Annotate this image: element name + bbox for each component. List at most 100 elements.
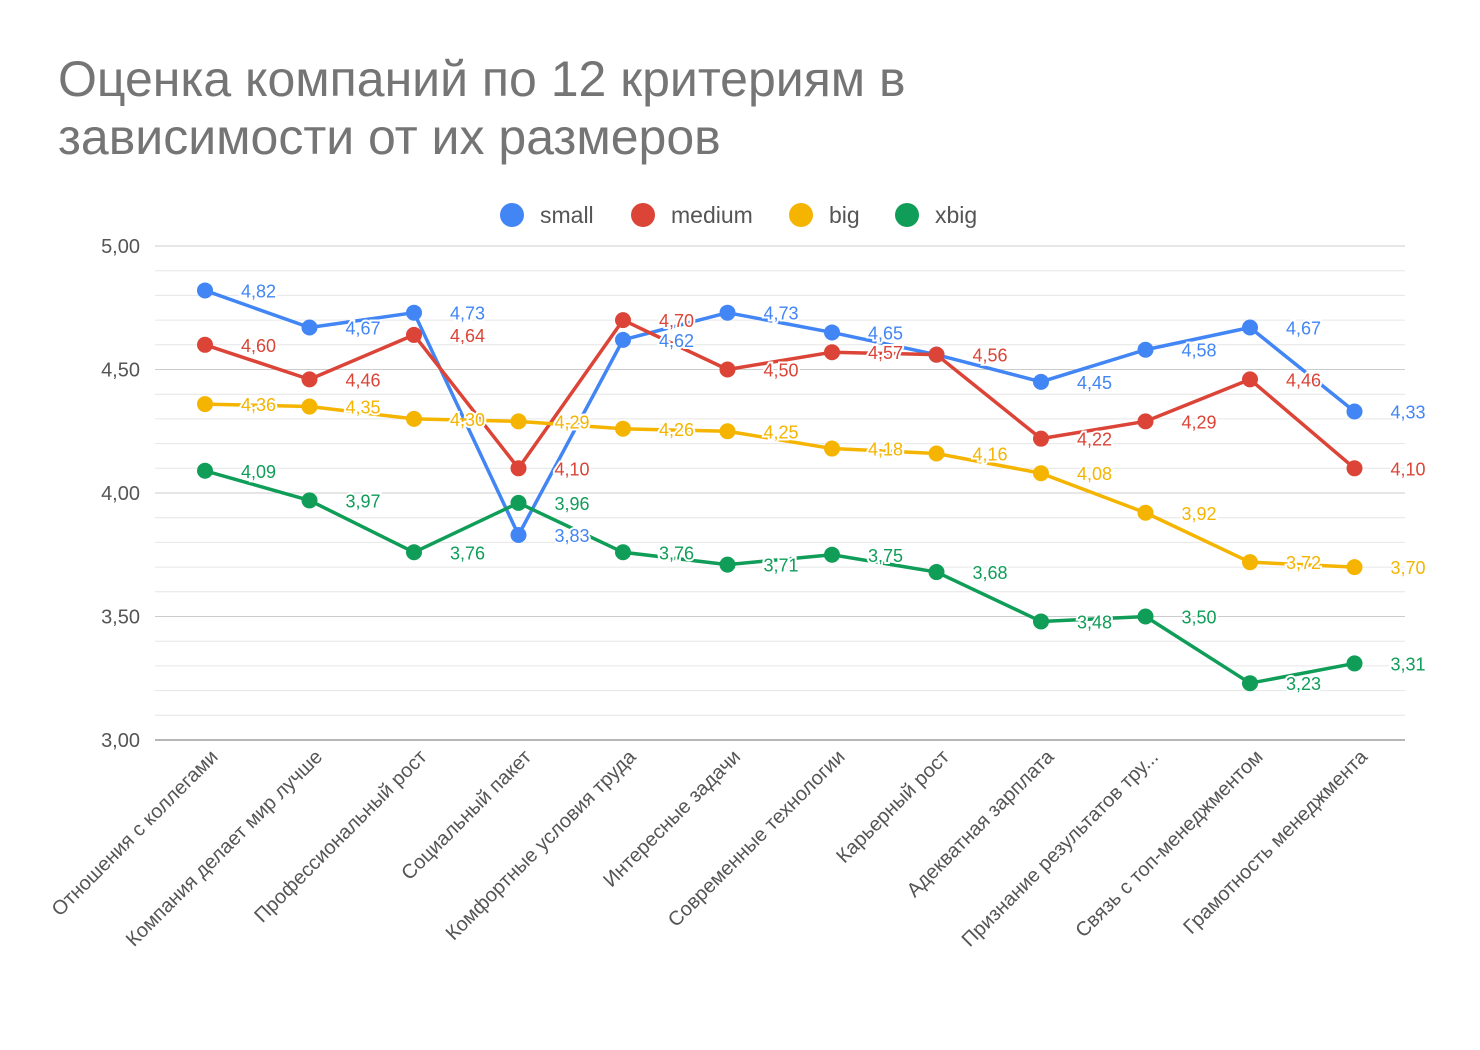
legend-label-xbig: xbig bbox=[935, 202, 977, 228]
data-point-big bbox=[1033, 465, 1049, 482]
data-label-small: 4,67 bbox=[346, 319, 381, 339]
data-point-xbig bbox=[928, 564, 945, 581]
data-point-medium bbox=[510, 460, 527, 477]
data-label-small: 3,83 bbox=[555, 526, 590, 546]
data-label-big: 3,72 bbox=[1286, 553, 1321, 573]
data-point-medium bbox=[1033, 430, 1049, 447]
data-label-xbig: 3,68 bbox=[973, 563, 1008, 583]
data-point-small bbox=[615, 331, 631, 348]
data-point-big bbox=[1242, 554, 1258, 571]
data-label-medium: 4,70 bbox=[659, 311, 694, 331]
x-tick-label: Связь с топ-менеджментом bbox=[1071, 746, 1267, 942]
series-line-medium bbox=[203, 318, 1357, 471]
data-label-big: 4,16 bbox=[973, 444, 1008, 464]
data-point-big bbox=[928, 445, 945, 462]
data-label-big: 4,36 bbox=[241, 395, 276, 415]
legend-marker-xbig bbox=[895, 203, 919, 227]
data-point-medium bbox=[197, 336, 213, 353]
data-label-small: 4,73 bbox=[450, 304, 485, 324]
chart-title-line-1: Оценка компаний по 12 критериям в bbox=[58, 51, 906, 107]
data-point-xbig bbox=[1033, 613, 1049, 630]
data-label-medium: 4,50 bbox=[764, 361, 799, 381]
x-tick-label: Отношения с коллегами bbox=[48, 746, 223, 921]
y-tick-label: 5,00 bbox=[101, 236, 140, 258]
data-point-big bbox=[406, 410, 422, 427]
data-label-big: 4,18 bbox=[868, 440, 903, 460]
data-label-small: 4,45 bbox=[1077, 373, 1112, 393]
data-label-medium: 4,57 bbox=[868, 343, 903, 363]
legend-label-medium: medium bbox=[671, 202, 753, 228]
data-point-medium bbox=[1346, 460, 1363, 477]
data-label-medium: 4,46 bbox=[346, 370, 381, 390]
data-label-small: 4,67 bbox=[1286, 319, 1321, 339]
x-tick-label: Профессиональный рост bbox=[250, 746, 431, 927]
x-tick-label: Грамотность менеджмента bbox=[1179, 745, 1372, 938]
series-line-big bbox=[203, 402, 1357, 569]
data-point-small bbox=[1346, 403, 1363, 420]
data-label-xbig: 3,31 bbox=[1391, 654, 1426, 674]
chart-title-line-2: зависимости от их размеров bbox=[58, 109, 721, 165]
data-label-big: 3,92 bbox=[1182, 504, 1217, 524]
data-label-big: 4,08 bbox=[1077, 464, 1112, 484]
legend-marker-small bbox=[500, 203, 524, 227]
data-point-big bbox=[824, 440, 840, 457]
data-point-xbig bbox=[510, 494, 527, 511]
data-point-medium bbox=[1242, 371, 1258, 388]
data-label-xbig: 4,09 bbox=[241, 462, 276, 482]
data-label-small: 4,73 bbox=[764, 304, 799, 324]
data-point-small bbox=[197, 282, 213, 299]
data-label-big: 4,35 bbox=[346, 398, 381, 418]
data-label-xbig: 3,76 bbox=[450, 543, 485, 563]
data-point-small bbox=[719, 304, 736, 321]
data-label-small: 4,62 bbox=[659, 331, 694, 351]
data-point-big bbox=[719, 423, 736, 440]
data-point-medium bbox=[824, 344, 840, 361]
data-point-medium bbox=[719, 361, 736, 378]
data-label-small: 4,65 bbox=[868, 323, 903, 343]
data-point-big bbox=[1137, 504, 1154, 521]
data-point-xbig bbox=[1242, 675, 1258, 692]
data-label-big: 4,25 bbox=[764, 422, 799, 442]
data-point-xbig bbox=[1137, 608, 1154, 625]
legend-marker-big bbox=[789, 203, 813, 227]
data-label-xbig: 3,71 bbox=[764, 556, 799, 576]
data-label-xbig: 3,96 bbox=[555, 494, 590, 514]
data-point-big bbox=[510, 413, 527, 430]
data-point-big bbox=[197, 396, 213, 413]
data-point-small bbox=[1242, 319, 1258, 336]
data-label-medium: 4,64 bbox=[450, 326, 485, 346]
data-point-xbig bbox=[301, 492, 318, 509]
x-tick-label: Карьерный рост bbox=[832, 746, 954, 868]
data-point-xbig bbox=[615, 544, 631, 561]
y-tick-label: 3,50 bbox=[101, 607, 140, 629]
y-tick-label: 4,50 bbox=[101, 360, 140, 382]
data-label-small: 4,33 bbox=[1391, 402, 1426, 422]
data-label-big: 3,70 bbox=[1391, 558, 1426, 578]
data-point-small bbox=[824, 324, 840, 341]
data-point-big bbox=[615, 420, 631, 437]
y-tick-label: 3,00 bbox=[101, 730, 140, 752]
chart-title: Оценка компаний по 12 критериям в зависи… bbox=[58, 50, 1358, 166]
data-point-big bbox=[1346, 559, 1363, 576]
data-label-xbig: 3,48 bbox=[1077, 612, 1112, 632]
data-point-small bbox=[510, 526, 527, 543]
data-label-small: 4,58 bbox=[1182, 341, 1217, 361]
data-point-xbig bbox=[406, 544, 422, 561]
data-point-small bbox=[406, 304, 422, 321]
data-label-medium: 4,56 bbox=[973, 346, 1008, 366]
data-point-xbig bbox=[824, 546, 840, 563]
data-label-big: 4,26 bbox=[659, 420, 694, 440]
y-tick-label: 4,00 bbox=[101, 483, 140, 505]
data-point-small bbox=[301, 319, 318, 336]
data-label-xbig: 3,50 bbox=[1182, 608, 1217, 628]
data-label-medium: 4,29 bbox=[1182, 412, 1217, 432]
data-label-medium: 4,46 bbox=[1286, 370, 1321, 390]
data-label-xbig: 3,23 bbox=[1286, 674, 1321, 694]
x-tick-label: Компания делает мир лучше bbox=[122, 746, 327, 951]
data-label-medium: 4,22 bbox=[1077, 430, 1112, 450]
data-label-medium: 4,10 bbox=[1391, 459, 1426, 479]
x-tick-label: Признание результатов тру... bbox=[958, 746, 1163, 951]
data-point-medium bbox=[928, 346, 945, 363]
data-point-xbig bbox=[1346, 655, 1363, 672]
